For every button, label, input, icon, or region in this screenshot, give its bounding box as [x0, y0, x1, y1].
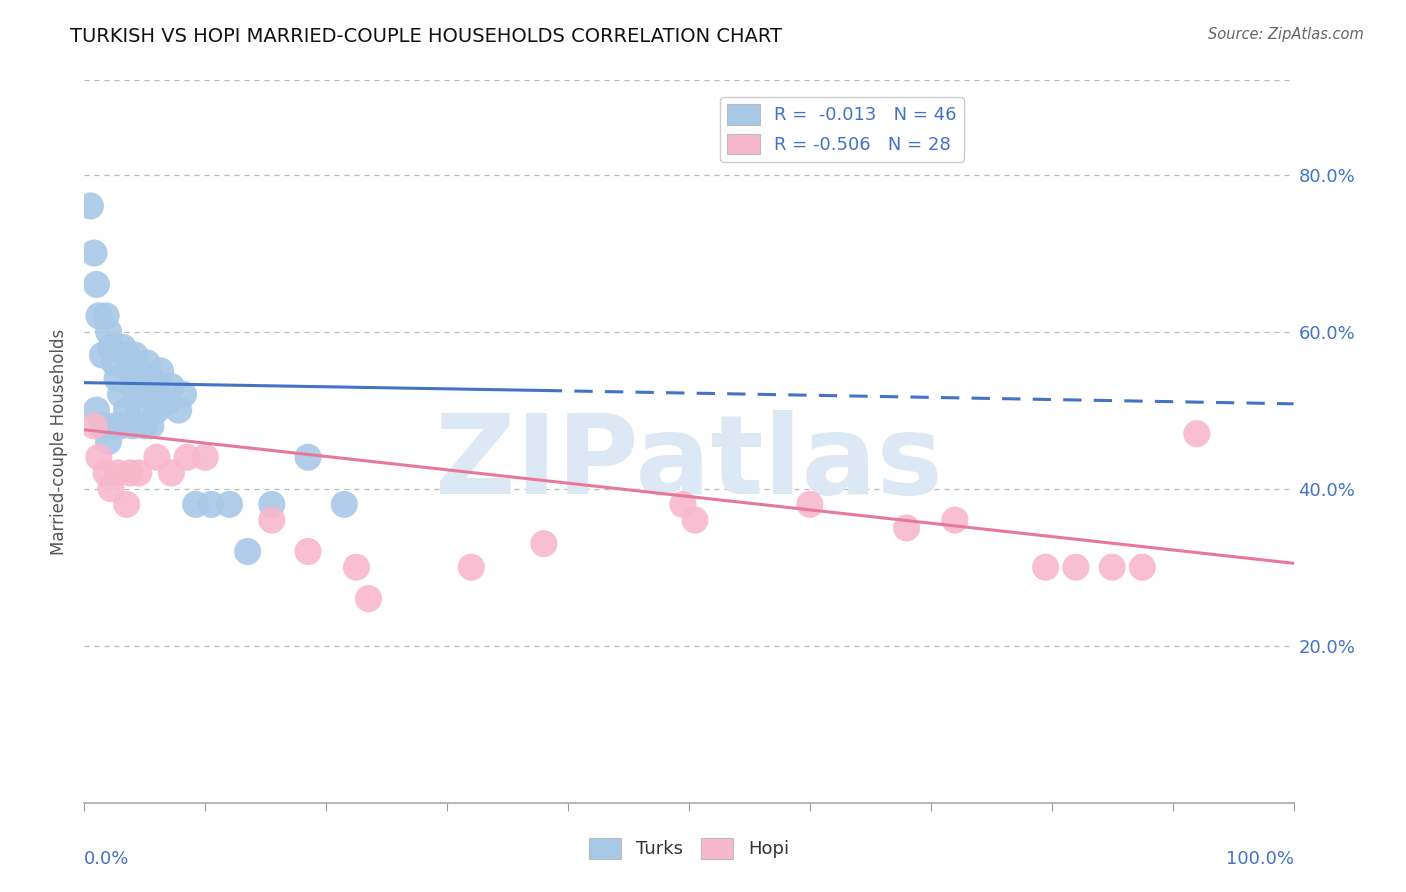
Point [86, 277, 108, 292]
Point [155, 395, 177, 409]
Point [87, 309, 110, 323]
Point [115, 403, 138, 417]
Point [105, 372, 128, 386]
Point [297, 544, 319, 558]
Point [333, 497, 356, 511]
Point [184, 497, 207, 511]
Point [173, 387, 195, 401]
Point [134, 387, 156, 401]
Point [94, 309, 117, 323]
Point [176, 450, 198, 465]
Point [86, 403, 108, 417]
Point [1035, 560, 1057, 574]
Point [149, 364, 172, 378]
Point [115, 348, 138, 362]
Text: 0.0%: 0.0% [84, 850, 129, 868]
Point [160, 379, 183, 393]
Point [896, 521, 918, 535]
Point [143, 395, 166, 409]
Point [91, 418, 114, 433]
Point [110, 387, 132, 401]
Point [260, 497, 283, 511]
Text: ZIPatlas: ZIPatlas [434, 409, 943, 516]
Point [146, 403, 169, 417]
Point [672, 497, 695, 511]
Point [297, 450, 319, 465]
Point [1185, 426, 1208, 441]
Point [128, 364, 150, 378]
Text: TURKISH VS HOPI MARRIED-COUPLE HOUSEHOLDS CORRELATION CHART: TURKISH VS HOPI MARRIED-COUPLE HOUSEHOLD… [70, 27, 782, 45]
Point [943, 513, 966, 527]
Point [112, 340, 135, 354]
Point [460, 560, 482, 574]
Point [97, 325, 120, 339]
Y-axis label: Married-couple Households: Married-couple Households [51, 328, 69, 555]
Point [131, 372, 153, 386]
Point [97, 434, 120, 449]
Point [128, 403, 150, 417]
Point [100, 340, 122, 354]
Point [83, 246, 105, 260]
Point [200, 497, 222, 511]
Point [107, 466, 129, 480]
Point [134, 418, 156, 433]
Point [799, 497, 821, 511]
Point [1101, 560, 1123, 574]
Text: Source: ZipAtlas.com: Source: ZipAtlas.com [1208, 27, 1364, 42]
Point [683, 513, 706, 527]
Point [100, 482, 122, 496]
Point [139, 418, 162, 433]
Point [91, 348, 114, 362]
Point [94, 466, 117, 480]
Point [357, 591, 380, 606]
Point [83, 418, 105, 433]
Point [146, 379, 169, 393]
Point [104, 356, 127, 370]
Point [87, 450, 110, 465]
Legend: Turks, Hopi: Turks, Hopi [582, 830, 796, 866]
Point [121, 379, 143, 393]
Text: 100.0%: 100.0% [1226, 850, 1294, 868]
Point [194, 450, 217, 465]
Point [136, 356, 159, 370]
Point [115, 497, 138, 511]
Point [120, 466, 142, 480]
Point [79, 199, 101, 213]
Point [533, 536, 555, 550]
Point [104, 418, 127, 433]
Point [124, 348, 146, 362]
Point [1064, 560, 1087, 574]
Point [218, 497, 240, 511]
Point [160, 466, 183, 480]
Point [236, 544, 259, 558]
Point [128, 466, 150, 480]
Point [120, 364, 142, 378]
Point [110, 418, 132, 433]
Point [146, 450, 169, 465]
Point [346, 560, 368, 574]
Point [167, 403, 190, 417]
Point [121, 418, 143, 433]
Point [139, 372, 162, 386]
Point [1132, 560, 1154, 574]
Point [260, 513, 283, 527]
